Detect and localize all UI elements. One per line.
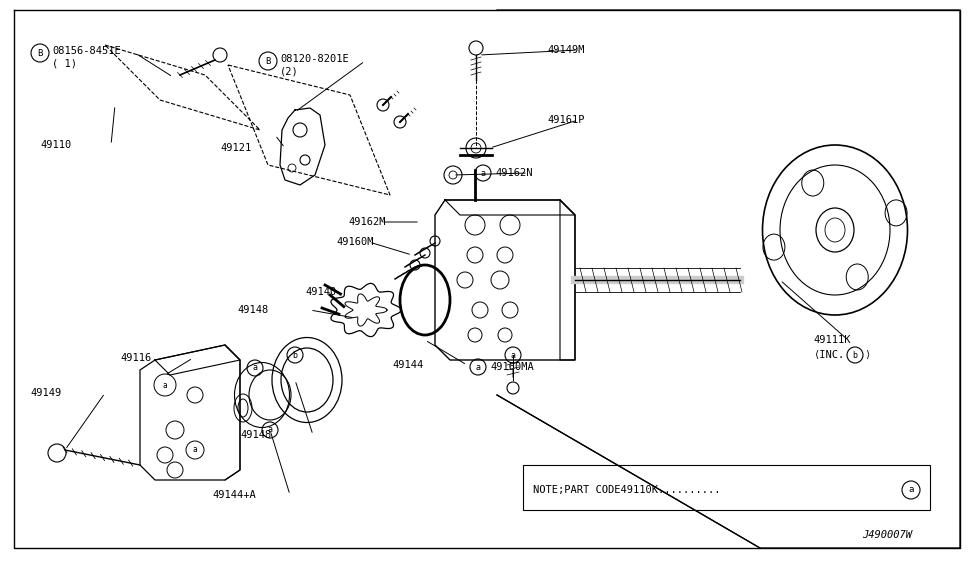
Text: b: b: [292, 350, 297, 359]
Text: NOTE;PART CODE49110K..........: NOTE;PART CODE49110K..........: [533, 485, 721, 495]
Text: 49149: 49149: [30, 388, 61, 398]
Text: a: a: [253, 363, 257, 372]
Text: ⟨INC.: ⟨INC.: [813, 350, 844, 360]
Text: a: a: [163, 380, 168, 389]
Text: 49144: 49144: [392, 360, 423, 370]
Text: 49162M: 49162M: [348, 217, 385, 227]
Text: ⟩: ⟩: [864, 350, 871, 360]
Text: (2): (2): [280, 67, 298, 77]
Text: B: B: [37, 49, 43, 58]
Text: a: a: [267, 426, 272, 435]
Text: B: B: [265, 57, 271, 66]
Text: 08156-8451E: 08156-8451E: [52, 46, 121, 56]
Text: 49116: 49116: [120, 353, 151, 363]
Text: 08120-8201E: 08120-8201E: [280, 54, 349, 64]
Text: 49160MA: 49160MA: [490, 362, 533, 372]
Text: 49110: 49110: [40, 140, 71, 150]
Text: ( 1): ( 1): [52, 59, 77, 69]
Text: a: a: [476, 362, 481, 371]
Text: a: a: [193, 445, 197, 454]
Text: a: a: [481, 169, 486, 178]
Text: a: a: [909, 486, 914, 495]
Text: 49149M: 49149M: [547, 45, 584, 55]
Text: 49144+A: 49144+A: [212, 490, 255, 500]
Text: J490007W: J490007W: [862, 530, 912, 540]
Text: 49140: 49140: [305, 287, 336, 297]
Text: b: b: [852, 350, 857, 359]
Text: 49111K: 49111K: [813, 335, 850, 345]
Text: 49121: 49121: [220, 143, 252, 153]
Text: 49160M: 49160M: [336, 237, 373, 247]
Text: 49162N: 49162N: [495, 168, 532, 178]
Text: 49148: 49148: [237, 305, 268, 315]
Text: 49148: 49148: [240, 430, 271, 440]
Text: a: a: [511, 350, 516, 359]
Text: 49161P: 49161P: [547, 115, 584, 125]
